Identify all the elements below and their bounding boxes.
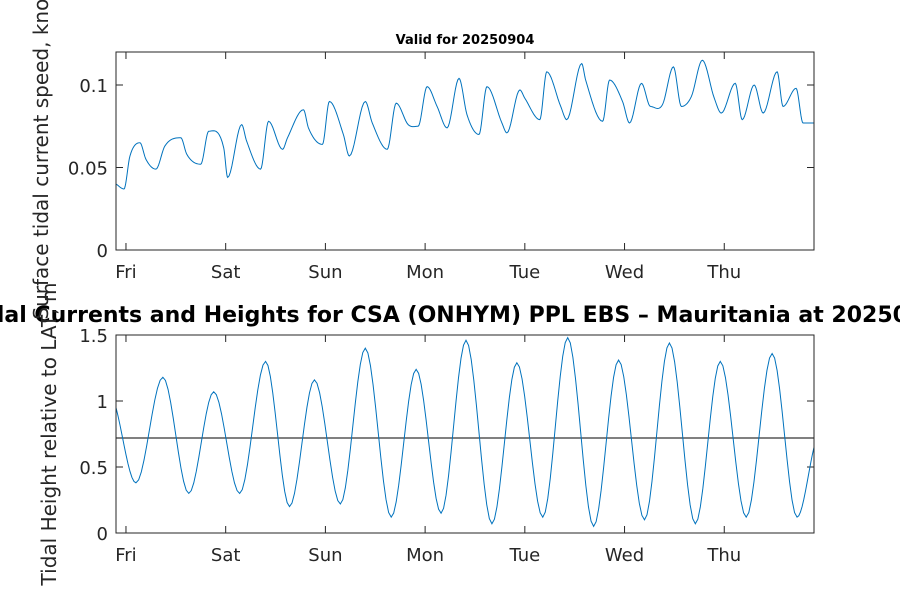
top-y-tick-label: 0: [97, 241, 108, 262]
bottom-x-tick-label: Tue: [508, 545, 540, 566]
bottom-y-ticks: 0 0.5 1 1.5: [79, 326, 814, 545]
bottom-x-tick-label: Thu: [706, 545, 741, 566]
bottom-x-tick-label: Sun: [308, 545, 342, 566]
top-x-tick-label: Sat: [211, 262, 241, 283]
top-plot-frame: [115, 51, 815, 251]
bottom-y-tick-label: 0.5: [79, 458, 108, 479]
top-x-tick-label: Mon: [406, 262, 444, 283]
top-chart-title: Valid for 20250904: [396, 33, 535, 48]
top-y-ticks: 0 0.05 0.1: [68, 76, 814, 262]
main-chart-title: Tidal Currents and Heights for CSA (ONHY…: [0, 303, 900, 328]
top-x-tick-label: Wed: [605, 262, 644, 283]
bottom-x-ticks: Fri Sat Sun Mon Tue Wed Thu: [115, 335, 741, 566]
bottom-y-tick-label: 1: [97, 392, 108, 413]
top-x-tick-label: Thu: [706, 262, 741, 283]
top-x-tick-label: Fri: [115, 262, 136, 283]
top-x-tick-label: Sun: [308, 262, 342, 283]
bottom-x-tick-label: Mon: [406, 545, 444, 566]
top-y-tick-label: 0.1: [79, 76, 108, 97]
bottom-plot-frame: [115, 334, 815, 534]
bottom-y-tick-label: 1.5: [79, 326, 108, 347]
current-speed-series-line: [115, 59, 814, 190]
tidal-height-series-line: [115, 336, 815, 528]
bottom-x-tick-label: Fri: [115, 545, 136, 566]
top-x-ticks: Fri Sat Sun Mon Tue Wed Thu: [115, 52, 741, 283]
bottom-y-axis-label: Tidal Height relative to LAT, m: [37, 283, 61, 587]
bottom-x-tick-label: Wed: [605, 545, 644, 566]
top-y-tick-label: 0.05: [68, 159, 108, 180]
bottom-x-tick-label: Sat: [211, 545, 241, 566]
top-x-tick-label: Tue: [508, 262, 540, 283]
top-y-axis-label: Surface tidal current speed, knots: [29, 0, 53, 320]
bottom-y-tick-label: 0: [97, 524, 108, 545]
